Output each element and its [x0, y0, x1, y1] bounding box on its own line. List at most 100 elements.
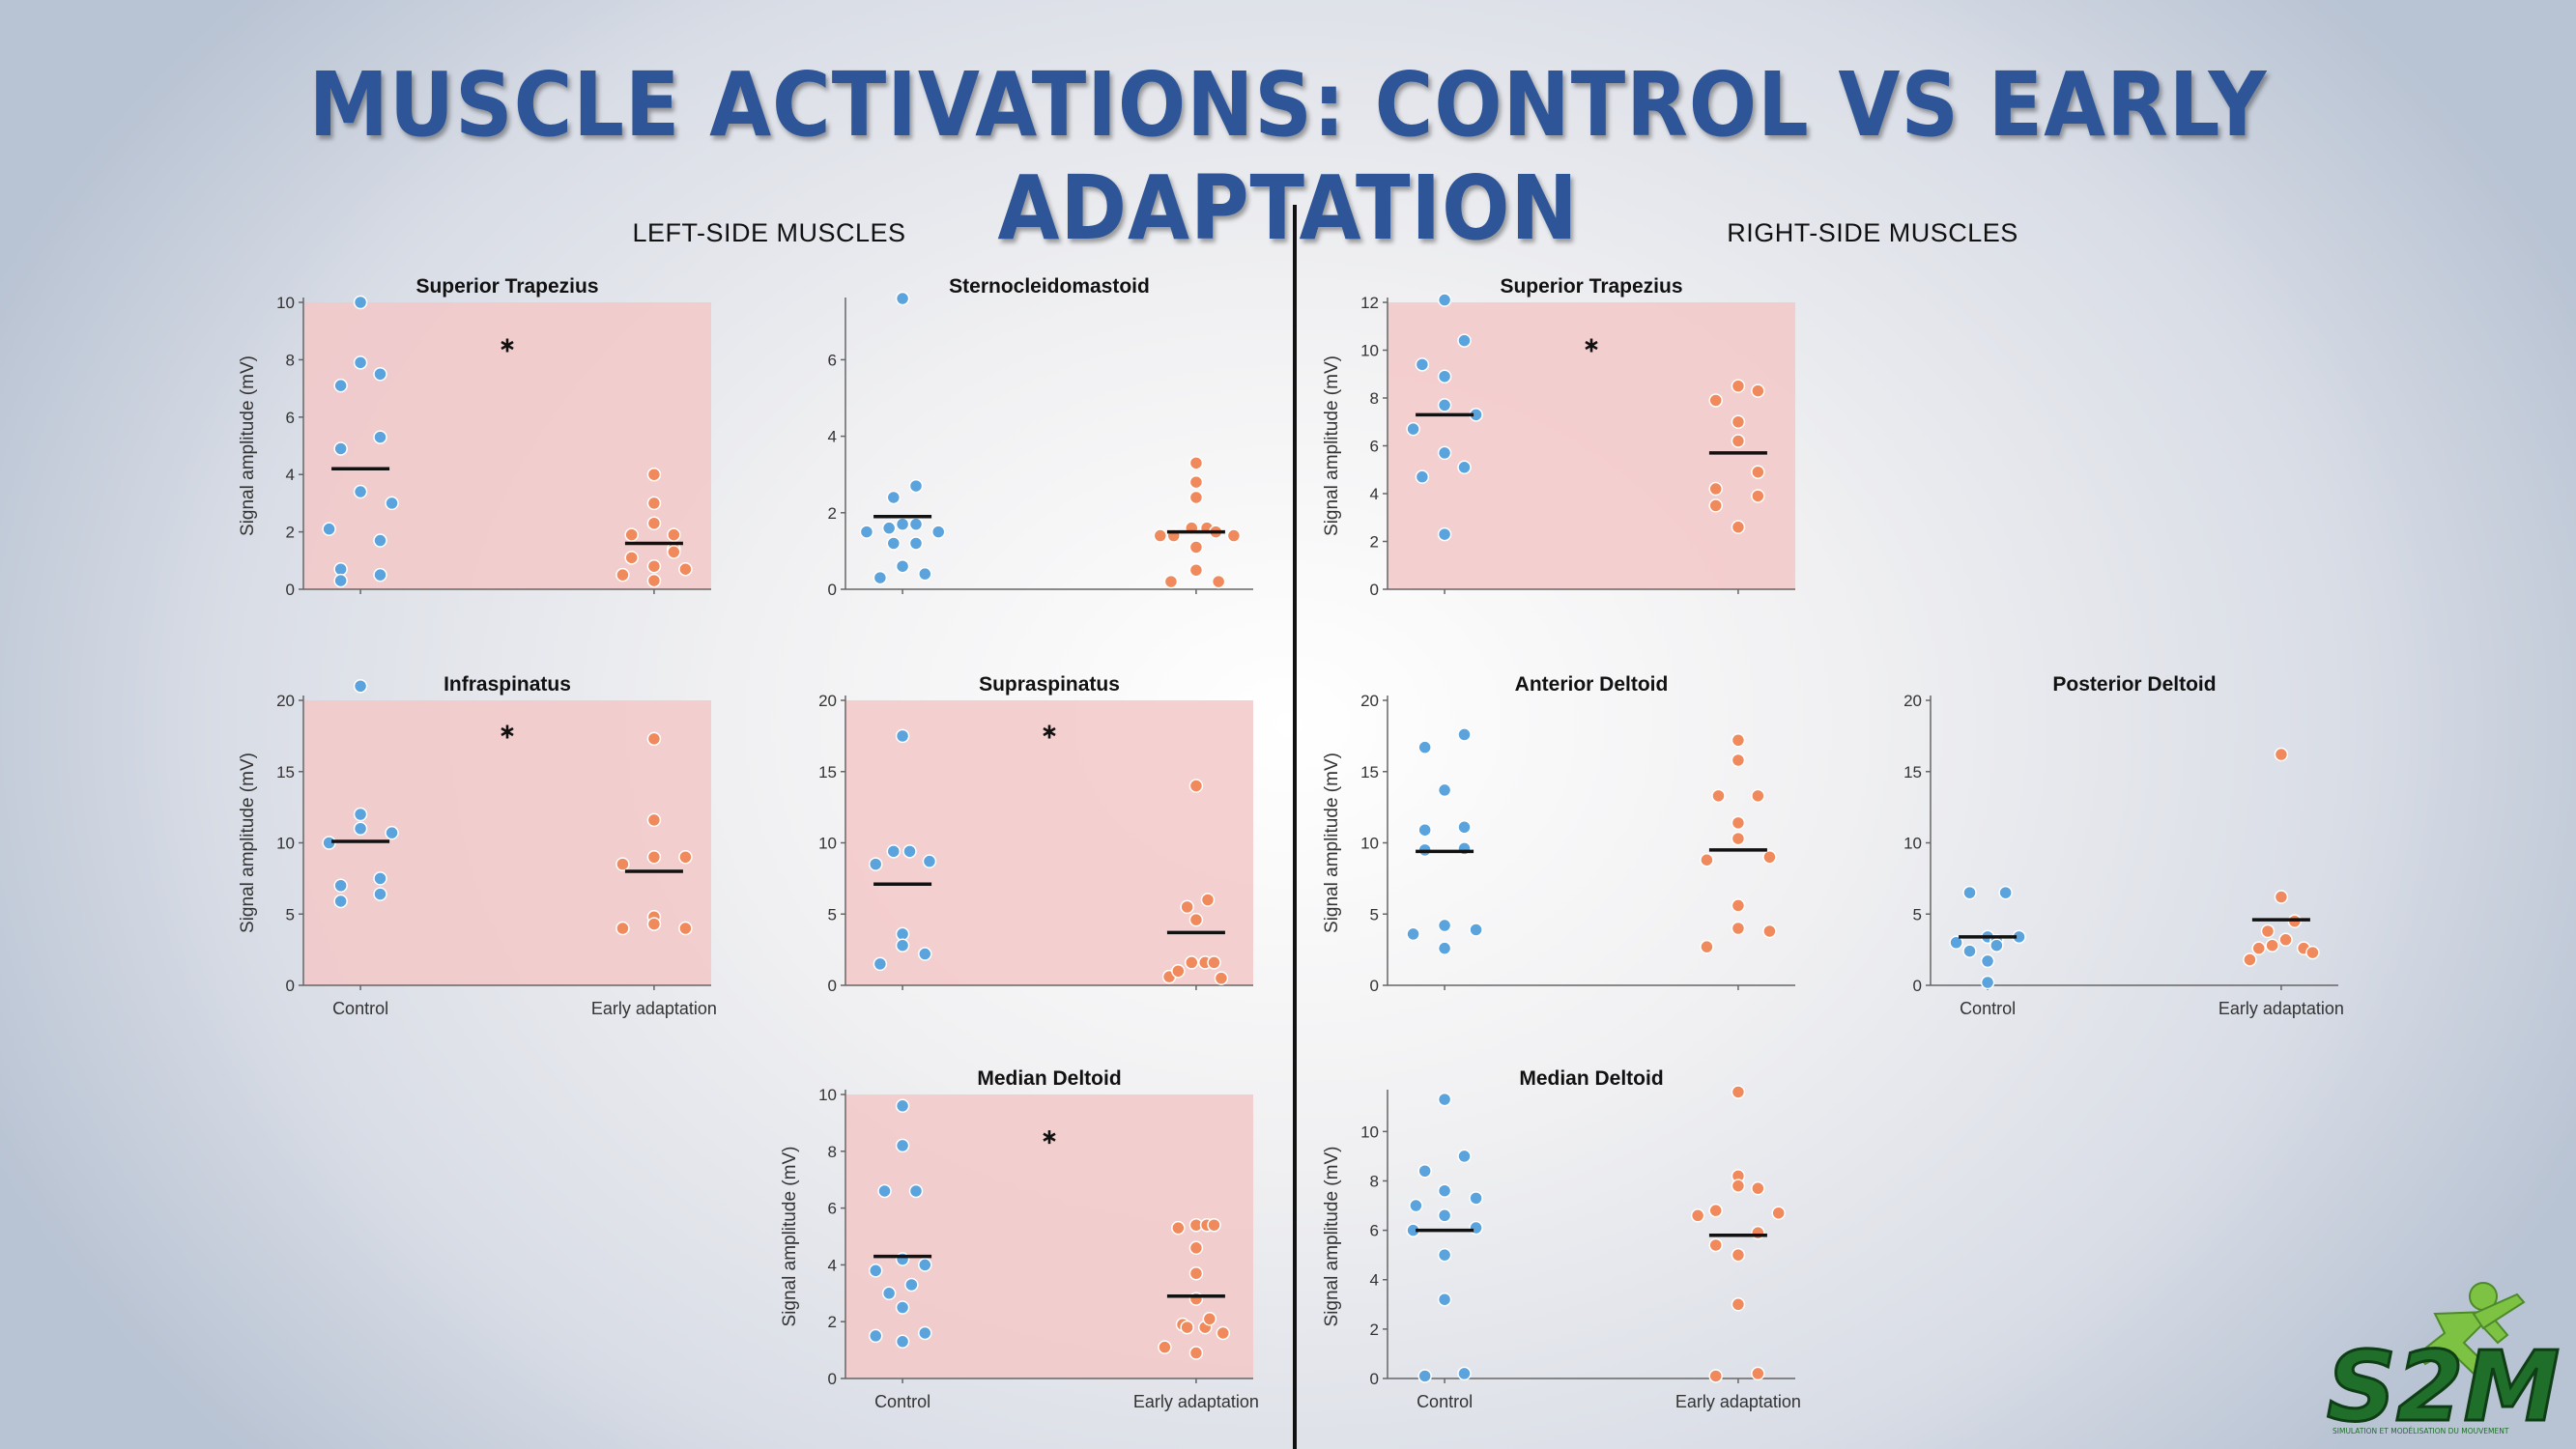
y-tick-label: 5: [286, 905, 295, 923]
data-point-control: [1457, 460, 1472, 475]
data-point-early-adaptation: [1751, 384, 1765, 398]
data-point-control: [895, 1300, 910, 1315]
chart-title: Superior Trapezius: [415, 275, 598, 298]
section-divider: [1293, 205, 1297, 1449]
y-axis-label: Signal amplitude (mV): [1322, 355, 1342, 536]
x-tick-label: Control: [874, 1392, 930, 1411]
data-point-control: [918, 1325, 932, 1341]
data-point-early-adaptation: [646, 573, 662, 588]
data-point-control: [1437, 1092, 1452, 1107]
data-point-control: [1437, 526, 1452, 542]
significance-star: [501, 338, 514, 353]
data-point-early-adaptation: [1226, 528, 1242, 543]
data-point-control: [877, 1183, 892, 1199]
y-tick-label: 5: [1913, 905, 1922, 923]
data-point-early-adaptation: [1202, 1312, 1217, 1326]
data-point-early-adaptation: [646, 496, 662, 511]
data-point-control: [1998, 885, 2013, 900]
data-point-early-adaptation: [1731, 753, 1746, 768]
data-point-early-adaptation: [1188, 1346, 1204, 1360]
y-tick-label: 2: [1370, 533, 1379, 552]
y-axis-label: Signal amplitude (mV): [1322, 753, 1342, 933]
data-point-early-adaptation: [1708, 393, 1723, 408]
data-point-control: [333, 441, 348, 456]
y-tick-label: 4: [1370, 1271, 1379, 1290]
data-point-early-adaptation: [1171, 964, 1186, 979]
data-point-early-adaptation: [1188, 1240, 1204, 1256]
data-point-early-adaptation: [1171, 1220, 1186, 1236]
data-point-control: [1417, 1369, 1432, 1383]
y-tick-label: 6: [1370, 1222, 1379, 1240]
data-point-early-adaptation: [1214, 971, 1229, 985]
data-point-control: [886, 490, 902, 505]
data-point-early-adaptation: [2243, 952, 2257, 967]
right-section-title: RIGHT-SIDE MUSCLES: [1727, 218, 2018, 247]
y-tick-label: 5: [828, 905, 837, 923]
data-point-control: [333, 894, 348, 909]
chart-panel-right-median-deltoid: 0 2 4 6 8 10 Control Early adaptation Median Del…: [1322, 1067, 1801, 1411]
data-point-early-adaptation: [1731, 434, 1746, 448]
data-point-early-adaptation: [1700, 939, 1714, 954]
data-point-control: [895, 1098, 910, 1114]
data-point-early-adaptation: [1158, 1340, 1172, 1354]
data-point-control: [353, 821, 368, 836]
y-tick-label: 2: [1370, 1321, 1379, 1339]
data-point-control: [1417, 822, 1432, 838]
data-point-control: [1406, 421, 1420, 437]
data-point-control: [895, 517, 910, 531]
y-tick-label: 20: [1360, 692, 1379, 710]
data-point-control: [930, 525, 946, 539]
y-tick-label: 6: [828, 1200, 837, 1218]
chart-title: Median Deltoid: [977, 1067, 1121, 1090]
data-point-early-adaptation: [2305, 945, 2320, 960]
significance-star: [1585, 338, 1598, 353]
data-point-early-adaptation: [615, 921, 630, 936]
data-point-control: [1980, 975, 1995, 990]
data-point-control: [868, 857, 883, 871]
y-tick-label: 2: [828, 1313, 837, 1331]
data-point-control: [895, 558, 910, 574]
y-tick-label: 15: [818, 763, 837, 781]
data-point-early-adaptation: [678, 561, 693, 577]
y-tick-label: 5: [1370, 905, 1379, 923]
data-point-control: [1457, 1366, 1472, 1381]
data-point-control: [918, 1258, 932, 1272]
data-point-early-adaptation: [1153, 528, 1168, 543]
data-point-early-adaptation: [1700, 852, 1714, 867]
slide-title: MUSCLE ACTIVATIONS: CONTROL VS EARLY ADA…: [308, 53, 2268, 260]
data-point-control: [1437, 1247, 1452, 1263]
y-axis-label: Signal amplitude (mV): [1322, 1147, 1342, 1327]
data-point-early-adaptation: [1731, 831, 1746, 846]
data-point-early-adaptation: [2260, 923, 2275, 939]
chart-panel-left-sternocleidomastoid: 0 2 4 6 Sternocleidomastoid: [828, 275, 1253, 599]
chart-title: Sternocleidomastoid: [949, 275, 1150, 298]
data-point-control: [1417, 740, 1432, 754]
data-point-control: [385, 825, 399, 840]
y-tick-label: 10: [818, 1086, 837, 1104]
data-point-early-adaptation: [2274, 747, 2289, 762]
data-point-control: [918, 566, 932, 582]
data-point-control: [902, 844, 917, 859]
y-tick-label: 8: [286, 351, 295, 369]
data-point-control: [1989, 938, 2004, 952]
data-point-control: [868, 1264, 883, 1278]
data-point-control: [868, 1328, 883, 1344]
data-point-control: [873, 570, 888, 585]
y-tick-label: 4: [286, 466, 295, 484]
chart-title: Infraspinatus: [444, 673, 571, 696]
data-point-control: [881, 1286, 897, 1301]
y-tick-label: 10: [1360, 342, 1379, 360]
data-point-early-adaptation: [1188, 779, 1204, 793]
y-tick-label: 0: [1370, 1370, 1379, 1388]
significance-star: [501, 724, 514, 739]
data-point-early-adaptation: [1708, 1203, 1723, 1218]
chart-panel-left-supraspinatus: 0 5 10 15 20 Supraspinatus: [818, 673, 1253, 995]
data-point-early-adaptation: [1751, 489, 1765, 503]
y-tick-label: 0: [828, 581, 837, 599]
data-point-control: [373, 567, 387, 582]
data-point-early-adaptation: [1188, 912, 1204, 927]
x-tick-label: Early adaptation: [1675, 1392, 1801, 1411]
data-point-control: [1469, 1220, 1483, 1236]
y-tick-label: 2: [828, 504, 837, 523]
data-point-early-adaptation: [1751, 788, 1765, 804]
